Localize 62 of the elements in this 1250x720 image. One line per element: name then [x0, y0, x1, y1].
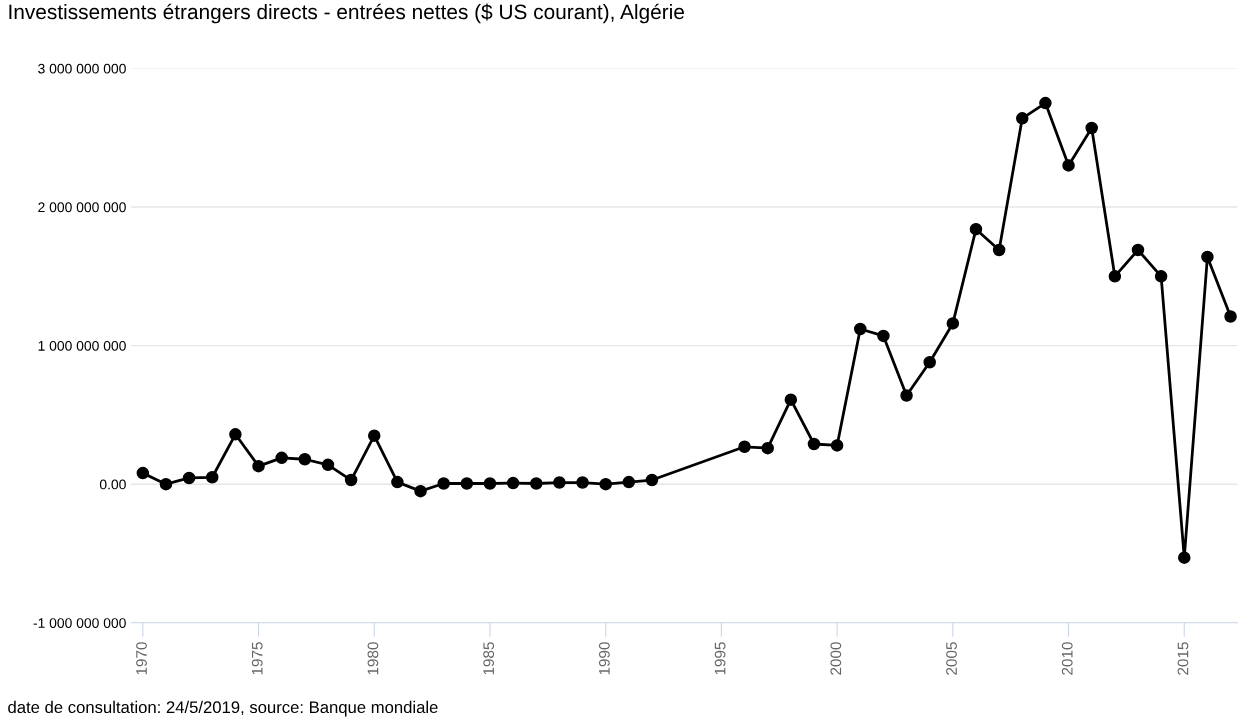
y-tick-label: 3 000 000 000 [38, 63, 126, 74]
point [229, 428, 242, 441]
point [136, 466, 150, 480]
y-tick-label: 1 000 000 000 [38, 340, 126, 351]
point [784, 393, 798, 406]
point [206, 471, 219, 484]
point [344, 473, 358, 487]
point [159, 477, 173, 491]
point [414, 484, 427, 498]
y-tick-label: 0.00 [99, 479, 126, 490]
point [368, 429, 381, 442]
point [483, 477, 497, 490]
point [1108, 270, 1122, 283]
point [1016, 112, 1029, 125]
point [391, 475, 404, 489]
x-tick-label: 2005 [946, 642, 957, 675]
point [807, 437, 821, 451]
point [321, 458, 335, 472]
point [1062, 159, 1075, 172]
x-tick-label: 1975 [251, 642, 263, 675]
text: date de consultation: 24/5/2019, source: Banque mondiale [8, 700, 438, 717]
x-tick-label: 1970 [136, 642, 147, 675]
point [900, 389, 913, 402]
point [506, 476, 520, 490]
x-tick-label: 2010 [1061, 642, 1073, 675]
point [645, 473, 659, 487]
point [1178, 551, 1191, 564]
point [738, 440, 751, 454]
point [599, 477, 612, 491]
point [1039, 96, 1052, 110]
point [969, 222, 983, 236]
y-tick-label: 2 000 000 000 [38, 202, 126, 213]
point [182, 471, 196, 485]
point [622, 475, 636, 489]
point [854, 322, 867, 336]
point [1201, 250, 1214, 264]
point [992, 243, 1006, 257]
x-tick-label: 1980 [367, 642, 379, 675]
point [275, 451, 288, 465]
point [530, 477, 543, 490]
x-tick-label: 1990 [598, 642, 610, 675]
chart-title: Investissements étrangers directs - entrées nettes ($ US courant), Algérie [9, 3, 684, 24]
point [761, 441, 774, 455]
point [298, 453, 312, 466]
point [553, 476, 566, 489]
point [830, 439, 844, 452]
point [460, 477, 474, 490]
point [1085, 121, 1098, 135]
point [1154, 270, 1168, 283]
point [923, 355, 936, 369]
x-tick-label: 2000 [830, 642, 842, 675]
x-tick-label: 1995 [714, 642, 726, 675]
point [437, 477, 450, 490]
x-tick-label: 2015 [1177, 642, 1189, 675]
point [576, 476, 589, 489]
point [1224, 310, 1237, 323]
y-tick-label: -1 000 000 000 [33, 618, 126, 628]
point [877, 329, 890, 343]
point [252, 459, 265, 473]
point [946, 317, 960, 330]
x-tick-label: 1985 [483, 642, 495, 675]
point [1131, 243, 1145, 257]
